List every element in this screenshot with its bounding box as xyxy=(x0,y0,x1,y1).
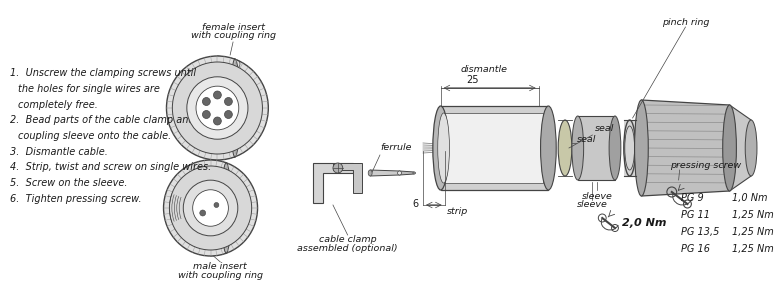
Text: 1,25 Nm: 1,25 Nm xyxy=(732,210,773,220)
Text: dismantle: dismantle xyxy=(460,65,507,74)
Polygon shape xyxy=(444,113,544,183)
Text: cable clamp: cable clamp xyxy=(319,235,377,244)
Text: sleeve: sleeve xyxy=(582,192,613,201)
Polygon shape xyxy=(641,100,729,196)
Text: PG 11: PG 11 xyxy=(681,210,710,220)
Polygon shape xyxy=(441,106,548,190)
Ellipse shape xyxy=(200,210,206,216)
Polygon shape xyxy=(729,105,751,191)
Ellipse shape xyxy=(398,171,402,175)
Ellipse shape xyxy=(172,62,262,154)
Ellipse shape xyxy=(413,172,416,174)
Polygon shape xyxy=(333,163,363,193)
Text: female insert: female insert xyxy=(201,23,264,32)
Ellipse shape xyxy=(745,120,757,176)
Text: coupling sleeve onto the cable.: coupling sleeve onto the cable. xyxy=(18,131,171,141)
Text: pinch ring: pinch ring xyxy=(661,18,709,27)
Text: 3.  Dismantle cable.: 3. Dismantle cable. xyxy=(10,147,108,157)
Ellipse shape xyxy=(230,59,240,157)
Ellipse shape xyxy=(438,113,449,183)
Text: 1.  Unscrew the clamping screws until: 1. Unscrew the clamping screws until xyxy=(10,68,196,78)
Ellipse shape xyxy=(214,203,219,208)
Ellipse shape xyxy=(558,120,572,176)
Text: assembled (optional): assembled (optional) xyxy=(297,244,398,253)
Polygon shape xyxy=(314,163,353,203)
Text: male insert: male insert xyxy=(193,262,247,271)
Text: PG 16: PG 16 xyxy=(681,244,710,254)
Text: ferrule: ferrule xyxy=(380,143,412,152)
Ellipse shape xyxy=(196,86,239,130)
Ellipse shape xyxy=(166,56,268,160)
Text: with coupling ring: with coupling ring xyxy=(178,271,263,280)
Text: PG 9: PG 9 xyxy=(681,193,704,203)
Text: with coupling ring: with coupling ring xyxy=(190,31,275,40)
Ellipse shape xyxy=(193,190,229,226)
Ellipse shape xyxy=(214,91,222,99)
Text: 2,0 Nm: 2,0 Nm xyxy=(622,218,666,228)
Polygon shape xyxy=(218,56,235,160)
Ellipse shape xyxy=(225,110,232,119)
Ellipse shape xyxy=(214,117,222,125)
Text: seal: seal xyxy=(594,124,614,133)
Text: 6.  Tighten pressing screw.: 6. Tighten pressing screw. xyxy=(10,194,141,204)
Polygon shape xyxy=(370,170,399,176)
Polygon shape xyxy=(399,171,414,175)
Ellipse shape xyxy=(183,180,238,236)
Ellipse shape xyxy=(609,116,621,180)
Ellipse shape xyxy=(635,100,648,196)
Text: 1,25 Nm: 1,25 Nm xyxy=(732,227,773,237)
Text: 1,0 Nm: 1,0 Nm xyxy=(732,193,767,203)
Ellipse shape xyxy=(222,163,231,253)
Ellipse shape xyxy=(164,160,257,256)
Text: strip: strip xyxy=(446,207,468,216)
Polygon shape xyxy=(578,116,615,180)
Text: completely free.: completely free. xyxy=(18,99,98,110)
Text: the holes for single wires are: the holes for single wires are xyxy=(18,84,159,94)
Text: 1,25 Nm: 1,25 Nm xyxy=(732,244,773,254)
Ellipse shape xyxy=(203,97,211,105)
Text: 4.  Strip, twist and screw on single wires.: 4. Strip, twist and screw on single wire… xyxy=(10,162,211,173)
Text: sleeve: sleeve xyxy=(577,200,608,209)
Text: seal: seal xyxy=(576,135,596,145)
Ellipse shape xyxy=(572,116,583,180)
Ellipse shape xyxy=(541,106,556,190)
Polygon shape xyxy=(211,160,226,256)
Text: 6: 6 xyxy=(412,199,418,209)
Text: 5.  Screw on the sleeve.: 5. Screw on the sleeve. xyxy=(10,178,127,188)
Text: pressing screw: pressing screw xyxy=(670,161,741,170)
Polygon shape xyxy=(624,120,636,176)
Ellipse shape xyxy=(187,77,248,139)
Text: PG 13,5: PG 13,5 xyxy=(681,227,719,237)
Ellipse shape xyxy=(433,106,448,190)
Text: 2.  Bead parts of the cable clamp and: 2. Bead parts of the cable clamp and xyxy=(10,115,194,125)
Ellipse shape xyxy=(169,166,252,250)
Ellipse shape xyxy=(225,97,232,105)
Text: 25: 25 xyxy=(466,75,478,85)
Ellipse shape xyxy=(368,170,372,176)
Ellipse shape xyxy=(333,163,342,173)
Ellipse shape xyxy=(203,110,211,119)
Ellipse shape xyxy=(723,105,736,191)
